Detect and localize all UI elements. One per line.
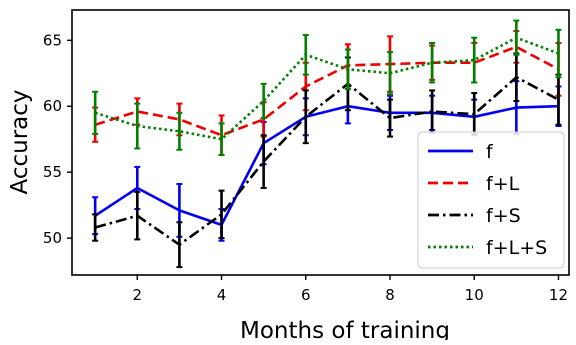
- y-tick-label: 60: [43, 97, 62, 115]
- series-3-group: [92, 19, 562, 157]
- legend-label-3: f+L+S: [486, 237, 547, 259]
- x-tick-label: 2: [133, 286, 143, 304]
- y-tick-label: 65: [43, 31, 62, 49]
- series-line-1: [94, 45, 560, 137]
- y-tick-label: 55: [43, 163, 62, 181]
- x-tick-label: 12: [549, 286, 568, 304]
- x-tick-label: 10: [465, 286, 484, 304]
- legend-label-2: f+S: [486, 205, 521, 227]
- legend-box: [417, 131, 565, 269]
- x-tick-label: 6: [301, 286, 311, 304]
- series-layer: [92, 19, 562, 269]
- x-axis-label: Months of training: [240, 318, 450, 340]
- legend: f f+L f+S f+L+S: [417, 131, 565, 269]
- y-axis-ticks: 50 55 60 65: [43, 31, 72, 247]
- x-tick-label: 8: [385, 286, 395, 304]
- x-tick-label: 4: [217, 286, 227, 304]
- legend-label-0: f: [486, 141, 494, 163]
- series-line-2: [94, 75, 560, 246]
- x-axis-ticks: 2 4 6 8 10 12: [133, 275, 568, 304]
- series-line-0: [94, 104, 559, 227]
- y-axis-label: Accuracy: [7, 89, 33, 194]
- series-2-group: [92, 52, 562, 269]
- y-tick-label: 50: [43, 229, 62, 247]
- plot-area-frame: [71, 9, 570, 276]
- legend-label-1: f+L: [486, 173, 520, 195]
- series-line-3: [94, 36, 559, 141]
